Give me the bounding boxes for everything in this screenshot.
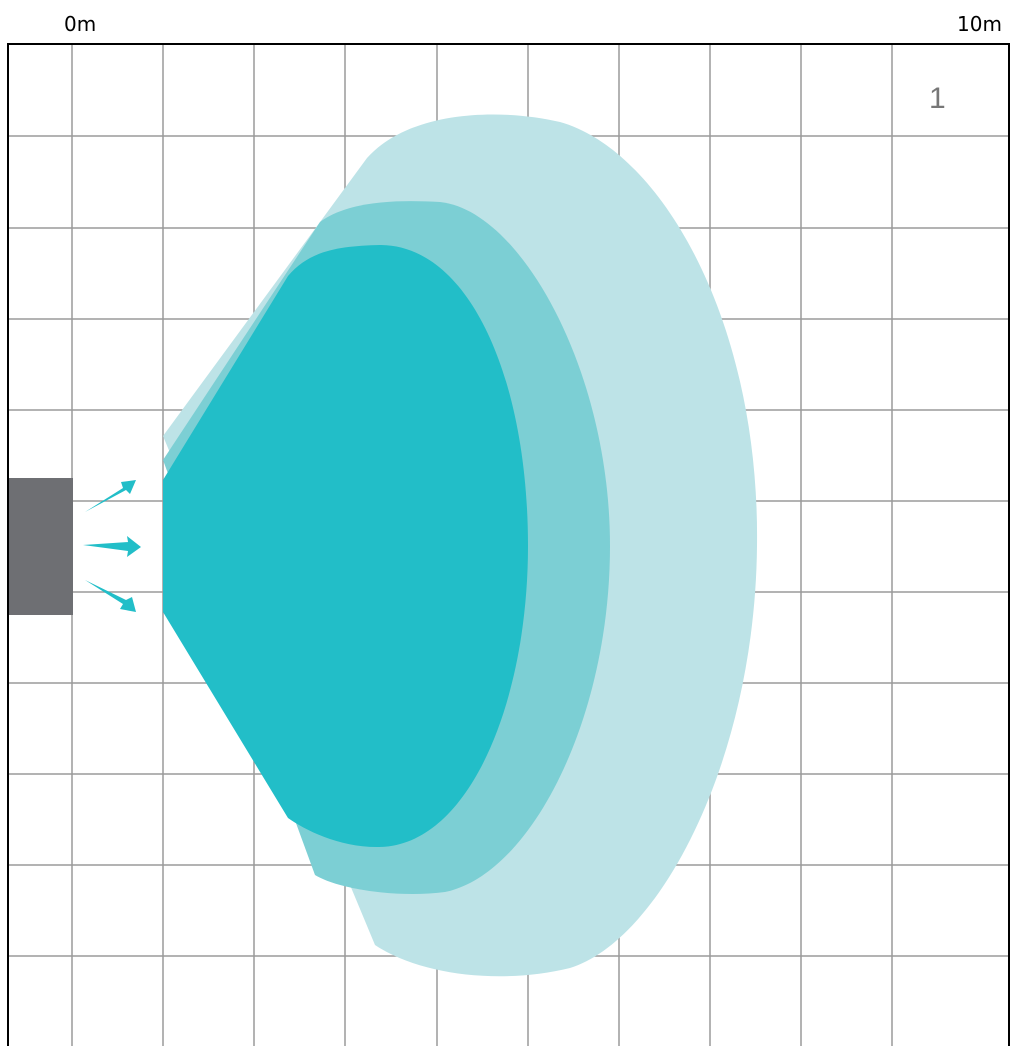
- emission-arrows: [83, 480, 141, 612]
- arrow-right-icon: [83, 536, 141, 557]
- diagram-border: [7, 43, 1010, 1046]
- scale-start-label: 0m: [64, 12, 97, 36]
- figure-number: 1: [929, 82, 946, 115]
- arrow-down-right-icon: [85, 580, 136, 612]
- coverage-zone-inner: [163, 245, 528, 848]
- scale-end-label: 10m: [957, 12, 1002, 36]
- speaker-icon: [8, 478, 73, 615]
- arrow-up-right-icon: [85, 480, 136, 512]
